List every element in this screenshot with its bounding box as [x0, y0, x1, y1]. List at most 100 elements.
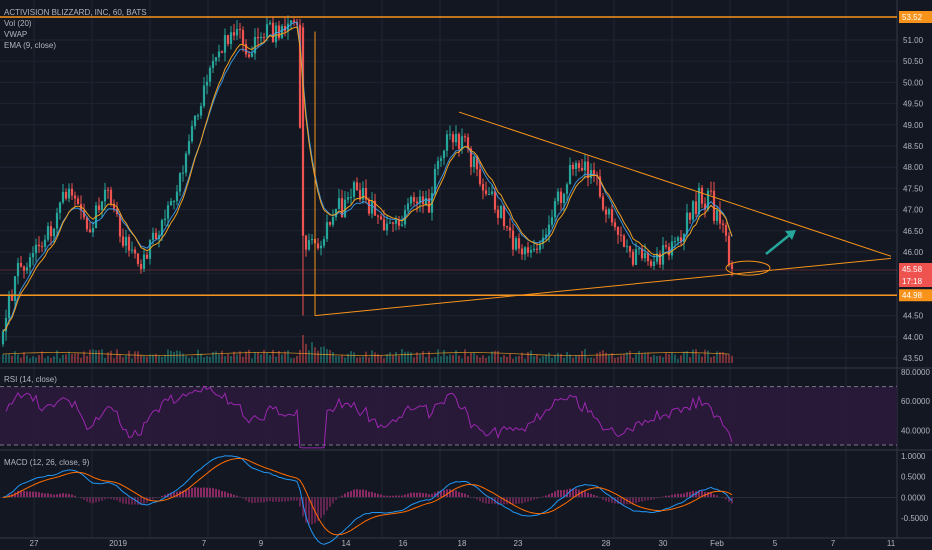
candle-body	[436, 160, 440, 169]
volume-bar	[629, 350, 631, 363]
candle-body	[580, 168, 584, 171]
volume-bar	[125, 355, 127, 363]
candle-body	[709, 190, 713, 192]
macd-histogram-bar	[122, 497, 124, 504]
volume-bar	[731, 355, 733, 363]
candle-body	[328, 222, 332, 225]
volume-bar	[191, 356, 193, 363]
price-badges: 53.52 45.58 17:18 44.98	[899, 11, 932, 302]
candle-body	[406, 203, 410, 211]
volume-bar	[542, 356, 544, 363]
volume-bar	[116, 349, 118, 363]
volume-bar	[206, 356, 208, 363]
candle-body	[694, 201, 698, 214]
volume-bar	[479, 357, 481, 363]
macd-histogram-bar	[149, 497, 151, 501]
macd-histogram-bar	[497, 497, 499, 505]
candle-body	[559, 191, 563, 204]
volume-bar	[248, 349, 250, 363]
candle-body	[397, 220, 401, 226]
volume-bar	[416, 352, 418, 363]
volume-bar	[365, 351, 367, 363]
volume-bar	[95, 350, 97, 363]
volume-bar	[281, 354, 283, 363]
candle-body	[502, 205, 506, 227]
macd-histogram-bar	[320, 497, 322, 519]
volume-bar	[284, 351, 286, 363]
candle-body	[355, 182, 359, 190]
candle-body	[265, 24, 269, 38]
ema-legend: EMA (9, close)	[4, 41, 56, 50]
macd-histogram-bar	[452, 490, 454, 498]
breakout-ellipse	[725, 260, 771, 276]
volume-bar	[347, 353, 349, 363]
volume-bar	[398, 355, 400, 363]
volume-bar	[212, 352, 214, 363]
candle-body	[649, 261, 653, 266]
candle-body	[418, 196, 422, 204]
volume-bar	[260, 354, 262, 363]
macd-histogram-bar	[665, 495, 667, 498]
volume-bar	[290, 358, 292, 363]
candle-body	[454, 134, 458, 143]
macd-histogram-bar	[473, 497, 475, 499]
volume-bar	[392, 355, 394, 363]
triangle-lower-trendline	[314, 257, 892, 317]
volume-bar	[668, 353, 670, 363]
candle-body	[628, 246, 632, 252]
volume-bar	[113, 358, 115, 363]
candle-body	[556, 191, 560, 202]
candle-body	[82, 210, 86, 218]
candle-body	[349, 196, 353, 198]
volume-bar	[14, 351, 16, 363]
macd-histogram-bar	[194, 487, 196, 498]
bottom-level-badge: 44.98	[902, 291, 923, 300]
trendline-drawings[interactable]	[0, 16, 897, 317]
volume-bar	[308, 350, 310, 363]
macd-histogram-bar	[287, 497, 289, 502]
volume-bar	[179, 351, 181, 363]
macd-histogram-bar	[227, 492, 229, 498]
volume-bar	[419, 353, 421, 363]
volume-bar	[698, 353, 700, 363]
volume-bar	[545, 354, 547, 363]
volume-bar	[254, 351, 256, 363]
candle-body	[334, 209, 338, 218]
volume-bar	[227, 353, 229, 363]
volume-bar	[650, 356, 652, 363]
macd-histogram-bar	[722, 497, 724, 499]
candle-body	[7, 294, 11, 319]
candle-body	[154, 232, 158, 240]
volume-bar	[683, 351, 685, 363]
macd-histogram-bar	[686, 492, 688, 498]
volume-bar	[605, 352, 607, 363]
macd-histogram-bar	[233, 494, 235, 498]
candle-body	[130, 249, 134, 251]
macd-line	[2, 455, 733, 545]
macd-histogram-bar	[107, 497, 109, 499]
macd-histogram-bar	[644, 497, 646, 501]
volume-bar	[593, 358, 595, 363]
volume-bar	[578, 354, 580, 363]
macd-histogram-bar	[119, 497, 121, 503]
candle-body	[496, 209, 500, 218]
candle-body	[412, 196, 416, 202]
macd-histogram-bar	[236, 495, 238, 498]
candle-body	[472, 156, 476, 168]
candle-body	[58, 202, 62, 213]
time-axis-label: 5	[773, 539, 778, 548]
macd-histogram-bar	[647, 497, 649, 501]
macd-histogram-bar	[413, 492, 415, 498]
macd-histogram-bar	[410, 492, 412, 498]
macd-histogram-bar	[80, 497, 82, 499]
volume-bar	[80, 357, 82, 363]
time-axis-label: 18	[458, 539, 467, 548]
macd-histogram-bar	[143, 497, 145, 504]
macd-histogram-bar	[185, 489, 187, 498]
macd-histogram-bar	[269, 497, 271, 502]
candle-body	[127, 236, 131, 251]
volume-bar	[662, 357, 664, 363]
signal-line	[2, 457, 733, 536]
candle-body	[616, 227, 620, 235]
